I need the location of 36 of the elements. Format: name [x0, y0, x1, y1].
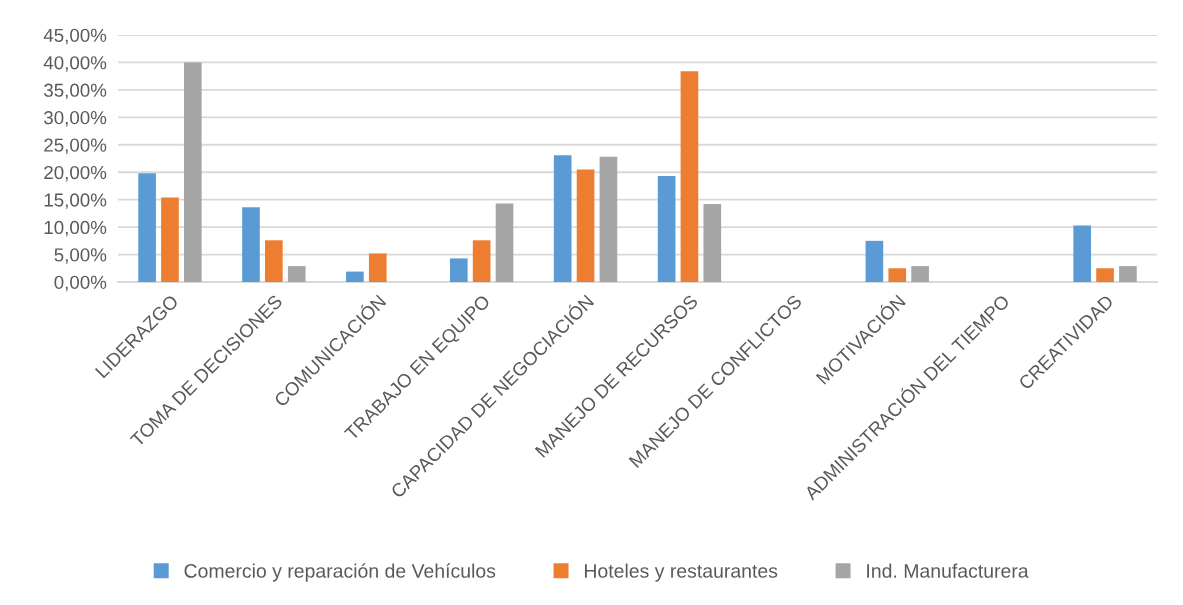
- y-tick-label: 35,00%: [44, 83, 107, 100]
- bar: [680, 71, 699, 282]
- legend-label: Comercio y reparación de Vehículos: [184, 563, 496, 582]
- y-tick-label: 40,00%: [43, 56, 107, 72]
- y-tick-label: 30,00%: [44, 111, 107, 127]
- bar: [449, 258, 468, 282]
- y-tick-label: 25,00%: [44, 138, 107, 154]
- bar: [703, 204, 722, 282]
- y-tick-label: 45,00%: [43, 28, 107, 45]
- bar: [161, 197, 179, 282]
- legend-label: Hoteles y restaurantes: [584, 563, 778, 582]
- bar: [865, 240, 884, 282]
- bar: [1119, 266, 1137, 282]
- bar: [911, 266, 929, 282]
- bar: [265, 240, 283, 282]
- y-tick-label: 20,00%: [44, 165, 107, 182]
- bar: [576, 169, 595, 282]
- y-tick-label: 15,00%: [44, 193, 107, 209]
- bar: [495, 203, 514, 282]
- y-tick-label: 0,00%: [54, 275, 107, 292]
- y-tick-label: 5,00%: [54, 248, 107, 264]
- bar: [138, 173, 156, 282]
- bar: [1096, 268, 1114, 282]
- bar: [368, 253, 387, 282]
- bar: [657, 176, 676, 282]
- bar: [472, 240, 491, 282]
- bar: [346, 271, 364, 282]
- bar: [1073, 225, 1092, 282]
- y-tick-label: 10,00%: [44, 220, 107, 237]
- legend-label: Ind. Manufacturera: [867, 563, 1029, 578]
- bar: [553, 155, 572, 282]
- bar: [242, 207, 260, 282]
- bar: [599, 156, 618, 282]
- bar: [888, 268, 907, 282]
- bar: [287, 266, 306, 282]
- bar: [183, 62, 202, 282]
